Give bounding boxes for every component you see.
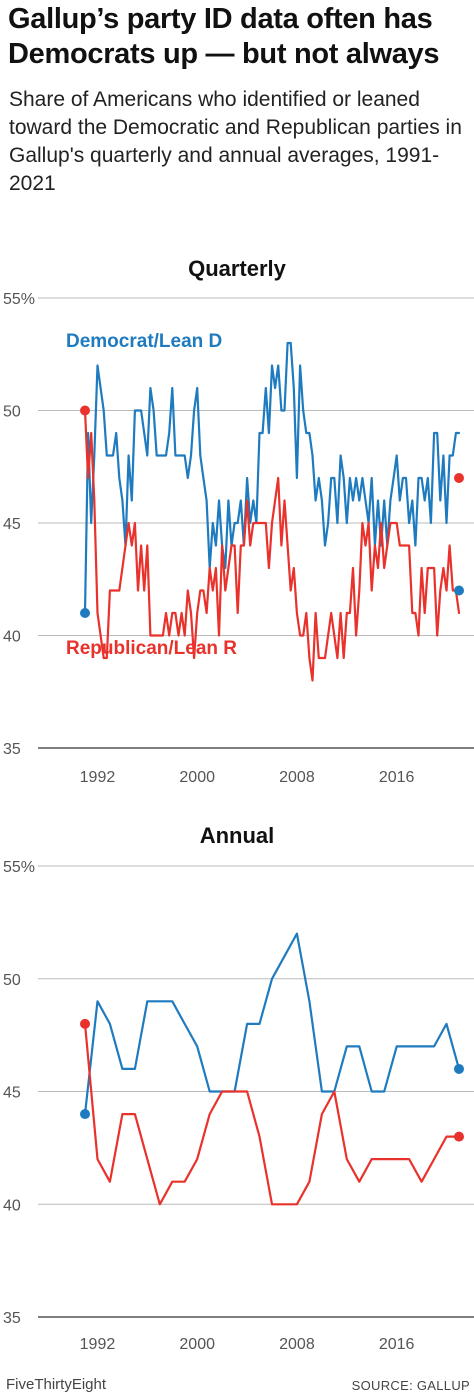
quarterly-y-tick-label-50: 50 [3, 404, 21, 421]
annual-y-tick-label-35: 35 [3, 1310, 21, 1327]
annual-y-tick-label-40: 40 [3, 1197, 21, 1214]
quarterly-chart: Quarterly 35 40 45 50 55% 1992 2000 2008 2016 Demo… [0, 250, 474, 810]
quarterly-series-line-democrat [83, 341, 461, 615]
annual-series-line-democrat [83, 932, 461, 1116]
quarterly-start-point-republican [80, 405, 90, 416]
chart-title: Gallup’s party ID data often has Democra… [8, 3, 440, 70]
quarterly-y-tick-label-40: 40 [3, 629, 21, 646]
annual-chart: Annual 35 40 45 50 55% 1992 2000 2008 2016 [0, 815, 474, 1371]
quarterly-panel-title: Quarterly [188, 256, 287, 281]
quarterly-svg: Quarterly 35 40 45 50 55% 1992 2000 2008 2016 Demo… [3, 256, 474, 786]
quarterly-end-point-republican [454, 473, 464, 483]
quarterly-x-tick-label-2000: 2000 [179, 769, 215, 786]
chart-subtitle: Share of Americans who identified or lea… [9, 88, 462, 195]
brand-label: FiveThirtyEight [6, 1376, 107, 1393]
quarterly-series-label-democrat: Democrat/Lean D [66, 331, 222, 352]
annual-x-tick-label-2000: 2000 [179, 1336, 215, 1353]
quarterly-end-point-democrat [454, 585, 464, 596]
annual-svg: Annual 35 40 45 50 55% 1992 2000 2008 2016 [3, 823, 474, 1353]
annual-start-point-democrat [80, 1109, 90, 1120]
quarterly-y-tick-label-55: 55% [3, 291, 35, 308]
quarterly-x-tick-label-2008: 2008 [279, 769, 315, 786]
quarterly-x-tick-label-1992: 1992 [80, 769, 116, 786]
quarterly-y-tick-label-35: 35 [3, 741, 21, 758]
annual-x-tick-label-1992: 1992 [80, 1336, 116, 1353]
quarterly-x-tick-label-2016: 2016 [379, 769, 415, 786]
source-label: SOURCE: GALLUP [351, 1378, 470, 1393]
annual-panel-title: Annual [200, 823, 275, 848]
annual-start-point-republican [80, 1018, 90, 1029]
annual-end-point-democrat [454, 1063, 464, 1074]
quarterly-series-line-republican [83, 409, 461, 682]
annual-x-tick-label-2008: 2008 [279, 1336, 315, 1353]
annual-y-tick-label-55: 55% [3, 859, 35, 876]
annual-series-line-republican [83, 1022, 461, 1206]
annual-y-tick-label-45: 45 [3, 1085, 21, 1102]
quarterly-start-point-democrat [80, 608, 90, 618]
annual-x-tick-label-2016: 2016 [379, 1336, 415, 1353]
annual-y-tick-label-50: 50 [3, 972, 21, 989]
quarterly-y-tick-label-45: 45 [3, 516, 21, 533]
quarterly-series-label-republican: Republican/Lean R [66, 638, 237, 659]
annual-end-point-republican [454, 1131, 464, 1142]
